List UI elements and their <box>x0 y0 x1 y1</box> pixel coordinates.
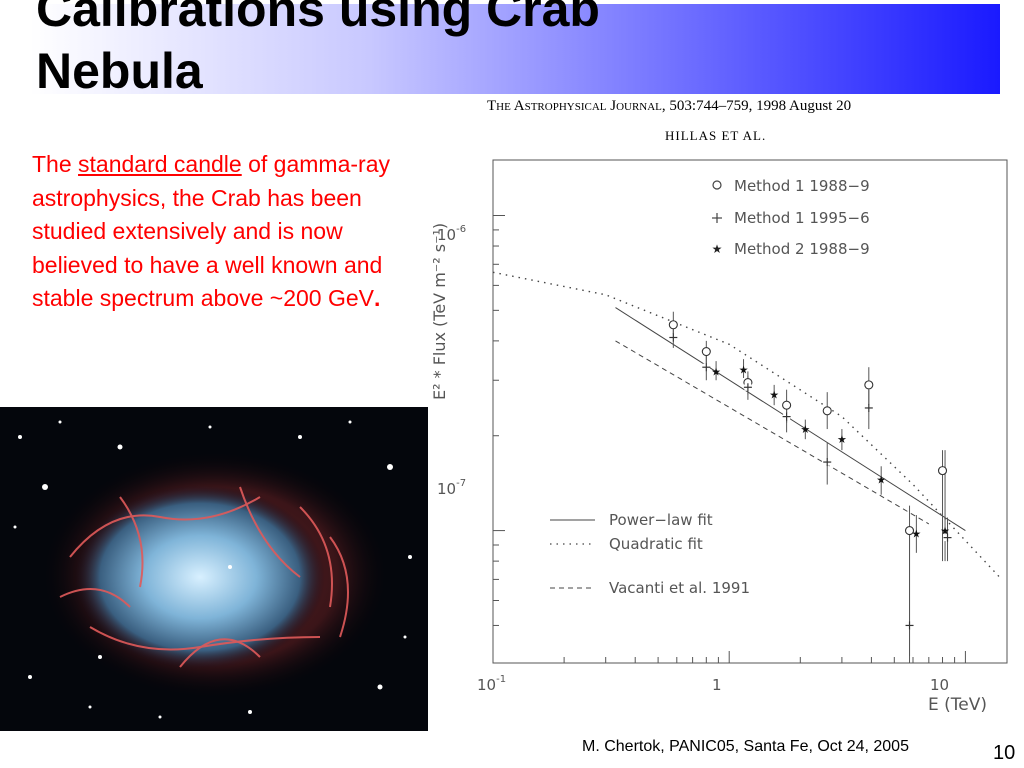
page-number: 10 <box>993 742 1016 764</box>
data-point-cross <box>905 621 914 630</box>
fit-line-dotted <box>492 271 1001 578</box>
data-point-star: ★ <box>876 474 886 487</box>
data-point-circle <box>904 526 915 536</box>
data-point-star: ★ <box>769 389 779 402</box>
data-point-star: ★ <box>739 363 749 376</box>
error-bars <box>672 311 949 663</box>
x-tick-label: 1 <box>712 676 722 694</box>
journal-citation: The Astrophysical Journal, 503:744–759, … <box>487 98 852 114</box>
data-point-circle <box>937 466 948 476</box>
fit-lines <box>492 271 1001 578</box>
data-point-star: ★ <box>837 433 847 446</box>
slide-footer: M. Chertok, PANIC05, Santa Fe, Oct 24, 2… <box>582 738 909 755</box>
data-point-circle <box>864 380 874 390</box>
data-point-star: ★ <box>940 525 950 538</box>
legend-entry: Method 2 1988−9 <box>734 240 870 258</box>
svg-text:★: ★ <box>712 242 723 256</box>
axis-ticks <box>492 214 966 663</box>
title-banner <box>30 4 1000 94</box>
standard-candle-term: standard candle <box>78 151 242 177</box>
legend-entry: Power−law fit <box>609 511 713 529</box>
data-point-star: ★ <box>911 527 921 540</box>
data-point-cross <box>702 363 711 372</box>
plot-frame <box>492 159 1008 664</box>
legend-entry: Method 1 1988−9 <box>734 177 870 195</box>
crab-spectrum-chart: ★ ★★★★★★ ★ 10-6 10-7 10-1 1 10 E (TeV) E² … <box>430 159 1008 715</box>
data-point-star: ★ <box>711 365 721 378</box>
data-point-circle <box>668 320 678 330</box>
data-point-cross <box>782 412 791 421</box>
data-point-circle <box>782 400 792 410</box>
legend-entry: Quadratic fit <box>609 535 703 553</box>
legend-entry: Method 1 1995−6 <box>734 209 870 227</box>
legend-entry: Vacanti et al. 1991 <box>609 579 750 597</box>
data-markers: ★ ★ ★ ★ ★ ★ ★ ★ <box>668 320 952 630</box>
data-point-cross <box>743 383 752 392</box>
data-point-circle <box>701 346 711 357</box>
data-point-cross <box>864 403 873 412</box>
crab-nebula-image <box>0 407 428 731</box>
y-tick-label: 10-7 <box>437 478 466 498</box>
data-point-star: ★ <box>800 423 810 436</box>
slide-body-text: The standard candle of gamma-ray astroph… <box>32 151 390 311</box>
paper-authors: HILLAS ET AL. <box>665 128 767 143</box>
x-tick-label: 10 <box>930 676 949 694</box>
y-axis-label: E² * Flux (TeV m⁻² s⁻¹) <box>430 223 449 400</box>
legend-top: ★ Method 1 1988−9 Method 1 1995−6 Method… <box>712 177 870 258</box>
data-point-cross <box>669 333 678 342</box>
slide-title: Calibrations using Crab Nebula <box>36 0 600 99</box>
data-point-cross <box>943 533 952 542</box>
fit-line-dashed <box>615 340 930 525</box>
fit-line-solid <box>615 307 966 532</box>
data-point-circle <box>822 406 832 416</box>
x-tick-label: 10-1 <box>477 674 506 694</box>
x-axis-label: E (TeV) <box>928 695 987 715</box>
legend-bottom: Power−law fit Quadratic fit Vacanti et a… <box>550 511 750 597</box>
data-point-cross <box>823 458 832 467</box>
